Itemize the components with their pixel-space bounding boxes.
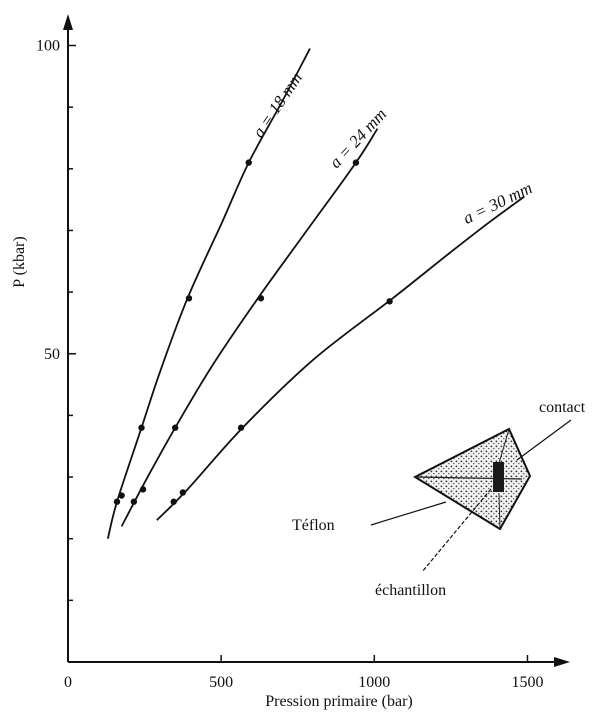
data-point [118,492,125,499]
y-tick-label: 50 [44,346,60,363]
series-label: a = 30 mm [460,178,535,228]
data-point [257,295,265,302]
data-point [237,424,245,431]
x-axis-title: Pression primaire (bar) [265,693,413,710]
cell-inner-line [414,476,523,480]
sample-label: échantillon [375,582,446,599]
y-axis-arrow-icon [63,14,73,30]
data-point [113,498,121,505]
series-label: a = 18 mm [249,69,306,141]
y-axis-title: P (kbar) [11,236,28,287]
data-point [130,498,138,505]
series-line [120,128,379,527]
series-2: a = 24 mm [120,105,390,527]
x-tick-label: 1500 [511,674,543,691]
data-point [139,486,147,493]
series-line [156,195,525,521]
data-point [185,295,193,302]
axes: 0 500 1000 1500 50 100 Pression primaire (ba… [11,14,570,710]
teflon-leader-line [370,501,447,526]
x-tick-label: 0 [64,674,72,691]
cell-inner-line [498,493,501,530]
sample-block [493,462,504,492]
y-tick-label: 100 [36,38,60,55]
data-point [386,298,393,305]
contact-leader-line [516,419,572,461]
teflon-label: Téflon [292,517,335,534]
data-point [179,489,187,496]
x-tick-label: 500 [209,674,233,691]
x-tick-label: 1000 [358,674,390,691]
x-axis-arrow-icon [554,657,570,667]
data-point [245,159,252,166]
x-ticks: 0 500 1000 1500 [64,655,543,691]
data-point [172,424,179,431]
inset-sample-diagram: contact Téflon échantillon [292,399,586,599]
contact-label: contact [539,399,586,416]
y-ticks: 50 100 [36,38,76,602]
data-point [138,424,145,431]
data-point [170,498,177,505]
data-point [352,159,360,166]
